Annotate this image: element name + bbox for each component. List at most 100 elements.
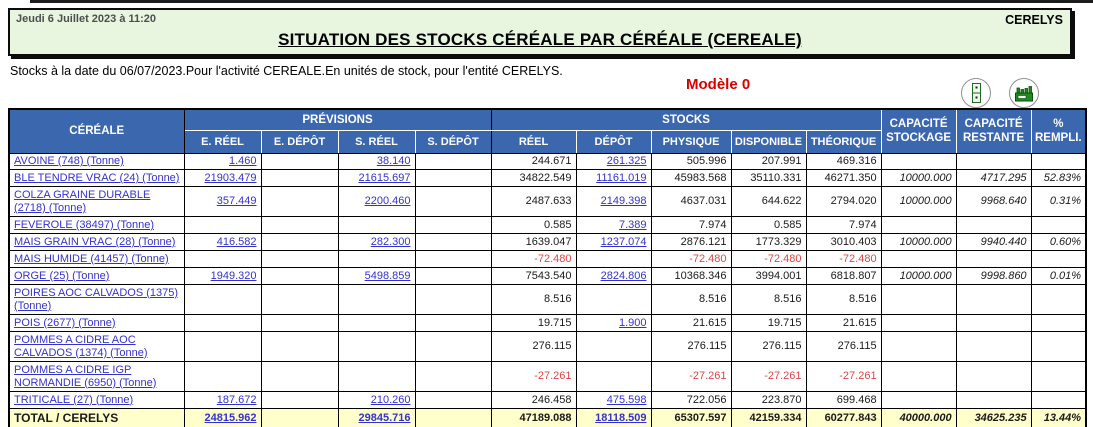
cell-cap_rest [955, 391, 1032, 409]
cereal-link[interactable]: POMMES A CIDRE IGP NORMANDIE (6950) (Ton… [14, 363, 157, 389]
cell-s_reel: 210.260 [337, 391, 416, 409]
cell-disponible: 223.870 [730, 391, 807, 409]
stock-value-link[interactable]: 7.389 [618, 218, 647, 231]
cereal-cell: POIS (2677) (Tonne) [8, 314, 185, 333]
cell-s_reel [337, 361, 416, 393]
table-row: ORGE (25) (Tonne) 1949.320 5498.859 7543.54… [8, 267, 1087, 286]
cereal-link[interactable]: POIS (2677) (Tonne) [14, 316, 116, 329]
cell-reel: 244.671 [490, 152, 577, 171]
cell-e_depot [260, 314, 339, 333]
cereal-link[interactable]: MAIS GRAIN VRAC (28) (Tonne) [14, 235, 176, 248]
cell-e_depot [260, 250, 339, 269]
stock-value-link[interactable]: 29845.716 [358, 411, 411, 424]
cell-physique: 4637.031 [650, 186, 732, 218]
cell-cap_rest [955, 361, 1032, 393]
col-group-stocks: STOCKS [490, 108, 882, 131]
cell-reel: -27.261 [490, 361, 577, 393]
cell-theorique: 60277.843 [805, 408, 882, 427]
cell-pct [1030, 216, 1087, 235]
cell-cap_rest [955, 216, 1032, 235]
cell-e_reel [183, 314, 262, 333]
cell-depot: 1.900 [575, 314, 652, 333]
cell-s_reel [337, 250, 416, 269]
cell-reel: 47189.088 [490, 408, 577, 427]
cell-s_reel: 21615.697 [337, 169, 416, 188]
cell-e_reel: 187.672 [183, 391, 262, 409]
stock-value-link[interactable]: 2149.398 [600, 195, 647, 208]
col-header-s-depot: S. DÉPÔT [414, 129, 492, 154]
cereal-link[interactable]: MAIS HUMIDE (41457) (Tonne) [14, 252, 169, 265]
cell-reel: 7543.540 [490, 267, 577, 286]
cereal-link[interactable]: AVOINE (748) (Tonne) [14, 155, 124, 167]
col-group-previsions: PRÉVISIONS [183, 108, 492, 131]
col-header-capacite-restante: CAPACITÉ RESTANTE [955, 108, 1032, 154]
cereal-link[interactable]: POMMES A CIDRE AOC CALVADOS (1374) (Tonn… [14, 333, 148, 359]
cell-cap_stock [880, 314, 957, 333]
cereal-link[interactable]: ORGE (25) (Tonne) [14, 269, 110, 282]
cereal-cell: POMMES A CIDRE IGP NORMANDIE (6950) (Ton… [8, 361, 185, 393]
cell-pct [1030, 314, 1087, 333]
cell-s_depot [414, 391, 492, 409]
cereal-cell: ORGE (25) (Tonne) [8, 267, 185, 286]
cell-disponible: 207.991 [730, 152, 807, 171]
cell-e_reel [183, 361, 262, 393]
cell-s_depot [414, 331, 492, 363]
cell-disponible: -72.480 [730, 250, 807, 269]
stock-value-link[interactable]: 1949.320 [210, 269, 257, 282]
total-row: TOTAL / CERELYS 24815.962 29845.716 47189.0… [8, 408, 1087, 427]
cereal-link[interactable]: BLE TENDRE VRAC (24) (Tonne) [14, 171, 180, 184]
cell-reel: 0.585 [490, 216, 577, 235]
export-factory-button[interactable] [1009, 78, 1039, 108]
stock-value-link[interactable]: 1237.074 [600, 235, 647, 248]
stock-value-link[interactable]: 2824.806 [600, 269, 647, 282]
cell-e_depot [260, 331, 339, 363]
stock-value-link[interactable]: 2200.460 [364, 195, 411, 208]
cell-theorique: 276.115 [805, 331, 882, 363]
table-row: POMMES A CIDRE AOC CALVADOS (1374) (Tonn… [8, 331, 1087, 363]
stock-value-link[interactable]: 475.598 [606, 393, 647, 406]
stock-value-link[interactable]: 18118.509 [595, 411, 647, 424]
cell-cap_stock [880, 391, 957, 409]
stock-value-link[interactable]: 11161.019 [596, 171, 647, 184]
cereal-link[interactable]: COLZA GRAINE DURABLE (2718) (Tonne) [14, 188, 151, 214]
cell-pct: 13.44% [1030, 408, 1087, 427]
cereal-link[interactable]: TRITICALE (27) (Tonne) [14, 393, 134, 406]
cell-e_reel [183, 250, 262, 269]
stock-value-link[interactable]: 261.325 [606, 155, 647, 167]
cell-s_depot [414, 250, 492, 269]
cereal-link[interactable]: POIRES AOC CALVADOS (1375) (Tonne) [14, 286, 179, 312]
cell-theorique: 21.615 [805, 314, 882, 333]
table-row: MAIS GRAIN VRAC (28) (Tonne) 416.582 282.3… [8, 233, 1087, 252]
table-row: BLE TENDRE VRAC (24) (Tonne) 21903.479 216… [8, 169, 1087, 188]
stock-value-link[interactable]: 1.460 [228, 155, 257, 167]
stock-value-link[interactable]: 21615.697 [358, 171, 411, 184]
stock-value-link[interactable]: 210.260 [370, 393, 411, 406]
archive-cabinet-button[interactable] [961, 78, 991, 108]
cell-cap_rest [955, 331, 1032, 363]
cell-s_reel: 282.300 [337, 233, 416, 252]
stock-value-link[interactable]: 21903.479 [204, 171, 257, 184]
cell-cap_rest [955, 152, 1032, 171]
cell-e_reel: 1.460 [183, 152, 262, 171]
total-label: TOTAL / CERELYS [8, 408, 185, 427]
cell-depot: 7.389 [575, 216, 652, 235]
cell-disponible: 276.115 [730, 331, 807, 363]
stock-value-link[interactable]: 282.300 [370, 235, 411, 248]
stock-value-link[interactable]: 357.449 [216, 195, 257, 208]
stock-value-link[interactable]: 5498.859 [364, 269, 411, 282]
cell-depot [575, 250, 652, 269]
cell-reel: -72.480 [490, 250, 577, 269]
stock-value-link[interactable]: 38.140 [376, 155, 411, 167]
stock-value-link[interactable]: 24815.962 [204, 411, 257, 424]
cell-pct [1030, 331, 1087, 363]
stock-value-link[interactable]: 416.582 [216, 235, 257, 248]
stock-value-link[interactable]: 1.900 [618, 316, 647, 329]
cell-e_reel: 24815.962 [183, 408, 262, 427]
cell-disponible: 1773.329 [730, 233, 807, 252]
cell-depot: 1237.074 [575, 233, 652, 252]
stock-value-link[interactable]: 187.672 [216, 393, 257, 406]
cell-cap_stock [880, 284, 957, 316]
cell-disponible: 19.715 [730, 314, 807, 333]
cereal-link[interactable]: FEVEROLE (38497) (Tonne) [14, 218, 155, 231]
